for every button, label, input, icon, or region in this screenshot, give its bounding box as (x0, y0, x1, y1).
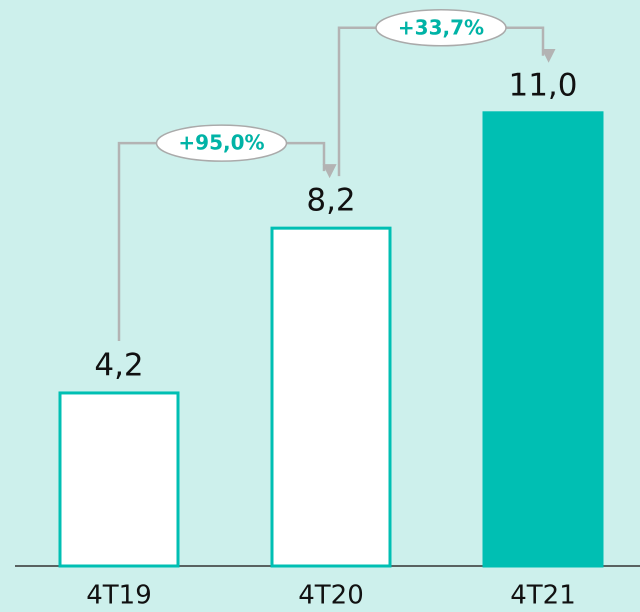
x-tick-label: 4T19 (86, 581, 152, 611)
value-label: 11,0 (508, 67, 577, 103)
value-label: 8,2 (306, 183, 355, 219)
growth-label: +95,0% (178, 131, 264, 155)
growth-badge (375, 9, 507, 47)
x-tick-label: 4T20 (298, 581, 364, 611)
bar (270, 226, 392, 568)
value-label: 4,2 (94, 347, 143, 383)
x-tick-label: 4T21 (510, 581, 576, 611)
growth-badge (155, 124, 288, 162)
growth-label: +33,7% (398, 15, 484, 39)
bar (482, 111, 604, 568)
bar (58, 391, 180, 568)
